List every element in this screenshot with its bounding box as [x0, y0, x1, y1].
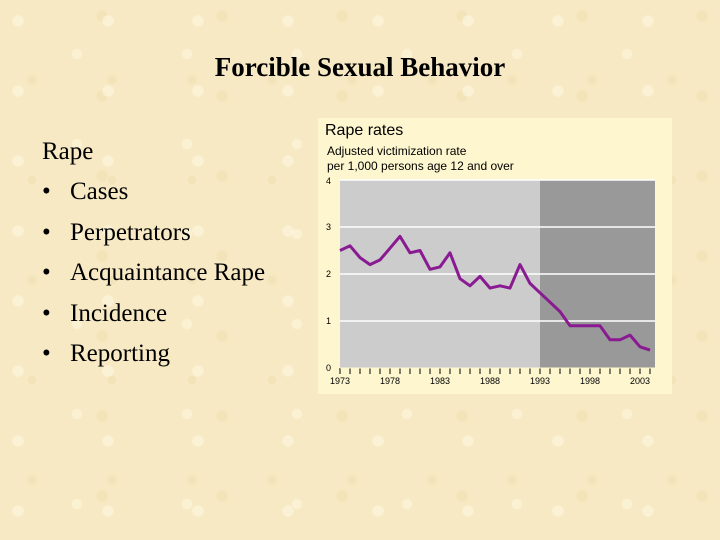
slide-title: Forcible Sexual Behavior	[214, 52, 506, 82]
x-tick-label-1988: 1988	[480, 376, 500, 386]
bullet-heading: Rape	[42, 138, 94, 165]
y-tick-label-0: 0	[326, 363, 331, 373]
bullet-dot-icon: •	[42, 340, 51, 368]
rape-rates-chart: Rape rates Adjusted victimization rate p…	[318, 118, 672, 394]
chart-title: Rape rates	[325, 122, 404, 139]
bullet-dot-icon: •	[42, 218, 51, 246]
y-tick-label-3: 3	[326, 222, 331, 232]
bullet-dot-icon: •	[42, 259, 51, 287]
y-tick-label-4: 4	[326, 176, 331, 186]
bullet-text: Perpetrators	[70, 218, 191, 246]
bullet-text: Incidence	[70, 299, 168, 327]
bullet-item-cases: • Cases	[42, 172, 265, 212]
x-tick-label-1978: 1978	[380, 376, 400, 386]
bullet-item-perpetrators: • Perpetrators	[42, 213, 265, 253]
x-tick-label-1998: 1998	[580, 376, 600, 386]
chart-subtitle-line-1: Adjusted victimization rate	[327, 144, 467, 158]
chart-subtitle-line-2: per 1,000 persons age 12 and over	[327, 159, 514, 173]
bullet-text: Acquaintance Rape	[70, 259, 266, 287]
bullet-item-reporting: • Reporting	[42, 334, 265, 374]
bullet-item-acquaintance-rape: • Acquaintance Rape	[42, 253, 265, 293]
bullet-list: Rape • Cases • Perpetrators • Acquaintance …	[42, 132, 265, 374]
bullet-text: Reporting	[70, 340, 170, 368]
bullet-text: Cases	[70, 178, 129, 206]
bullet-dot-icon: •	[42, 178, 51, 206]
y-tick-label-2: 2	[326, 269, 331, 279]
bullet-item-incidence: • Incidence	[42, 294, 265, 334]
x-tick-label-1993: 1993	[530, 376, 550, 386]
bullet-dot-icon: •	[42, 299, 51, 327]
x-tick-label-1983: 1983	[430, 376, 450, 386]
y-tick-label-1: 1	[326, 316, 331, 326]
series-line-0	[339, 234, 651, 352]
chart-plot-svg: 0 1 2 3 4 1973 1978 1983 1988 1993 1998 2003	[326, 176, 655, 386]
x-tick-label-1973: 1973	[330, 376, 350, 386]
x-tick-label-2003: 2003	[630, 376, 650, 386]
